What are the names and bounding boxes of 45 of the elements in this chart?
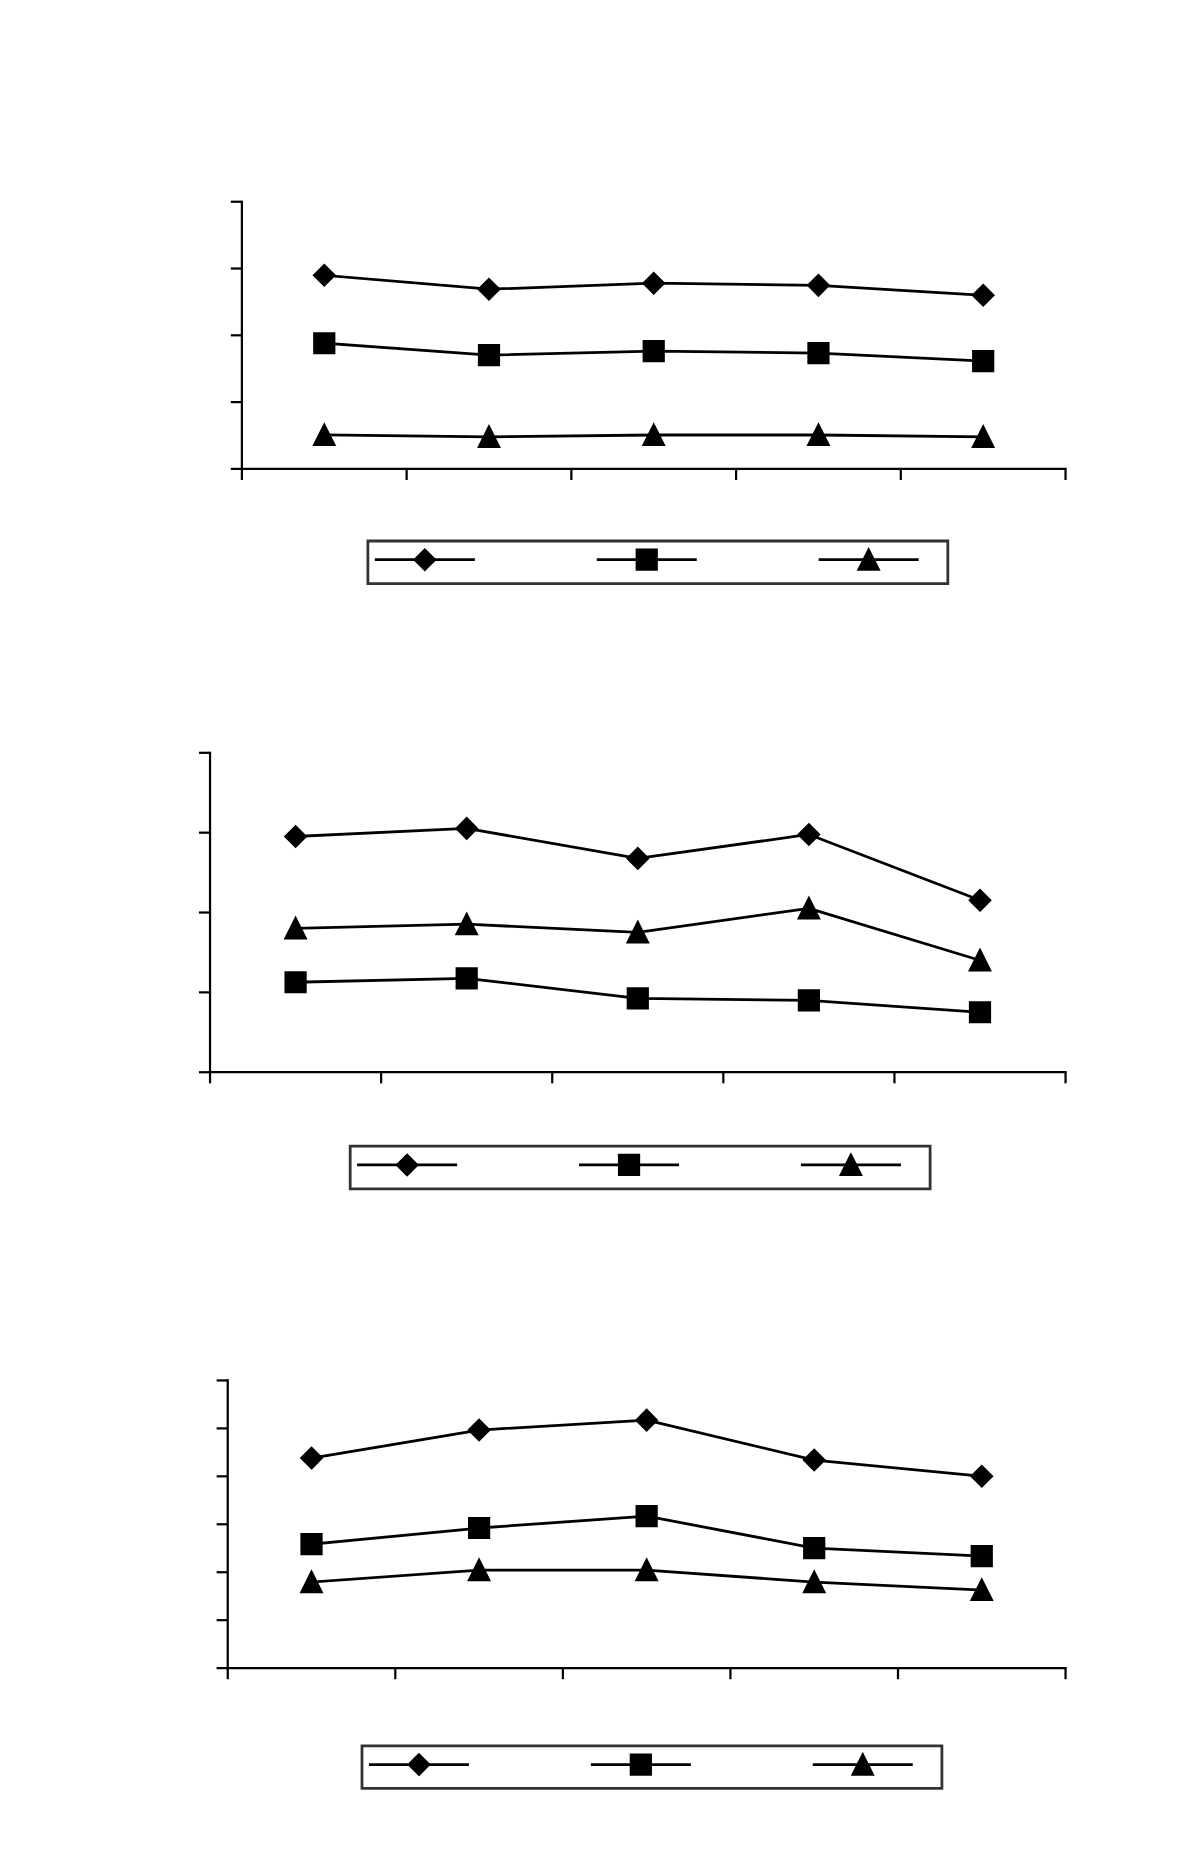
point	[626, 847, 649, 870]
point	[455, 967, 478, 990]
point	[635, 1504, 658, 1528]
point	[635, 1559, 658, 1582]
point	[477, 343, 501, 367]
point	[807, 274, 830, 297]
point	[313, 264, 336, 287]
point	[797, 897, 820, 920]
point	[972, 349, 995, 373]
point	[626, 987, 649, 1010]
point	[467, 1559, 491, 1582]
point	[970, 1578, 993, 1602]
point	[455, 817, 478, 840]
point	[477, 278, 501, 301]
point	[968, 1001, 992, 1024]
point	[642, 340, 665, 363]
point	[284, 971, 307, 994]
point	[797, 989, 820, 1012]
point	[970, 1464, 993, 1488]
point	[300, 1533, 323, 1556]
point	[807, 423, 830, 447]
point	[802, 1448, 826, 1472]
point	[968, 949, 992, 972]
point	[455, 913, 478, 936]
point	[284, 917, 307, 940]
point	[803, 1570, 826, 1594]
point	[300, 1446, 323, 1470]
point	[971, 284, 995, 307]
point	[467, 1418, 491, 1442]
point	[477, 425, 501, 449]
point	[803, 1536, 826, 1560]
point	[626, 921, 649, 944]
point	[467, 1516, 491, 1540]
point	[284, 825, 307, 848]
point	[797, 823, 821, 846]
point	[300, 1570, 323, 1594]
point	[968, 889, 992, 912]
point	[635, 1408, 658, 1432]
point	[972, 425, 995, 449]
point	[807, 342, 830, 365]
point	[642, 272, 665, 295]
point	[313, 423, 336, 447]
point	[313, 332, 336, 355]
point	[642, 423, 665, 447]
point	[970, 1544, 993, 1568]
